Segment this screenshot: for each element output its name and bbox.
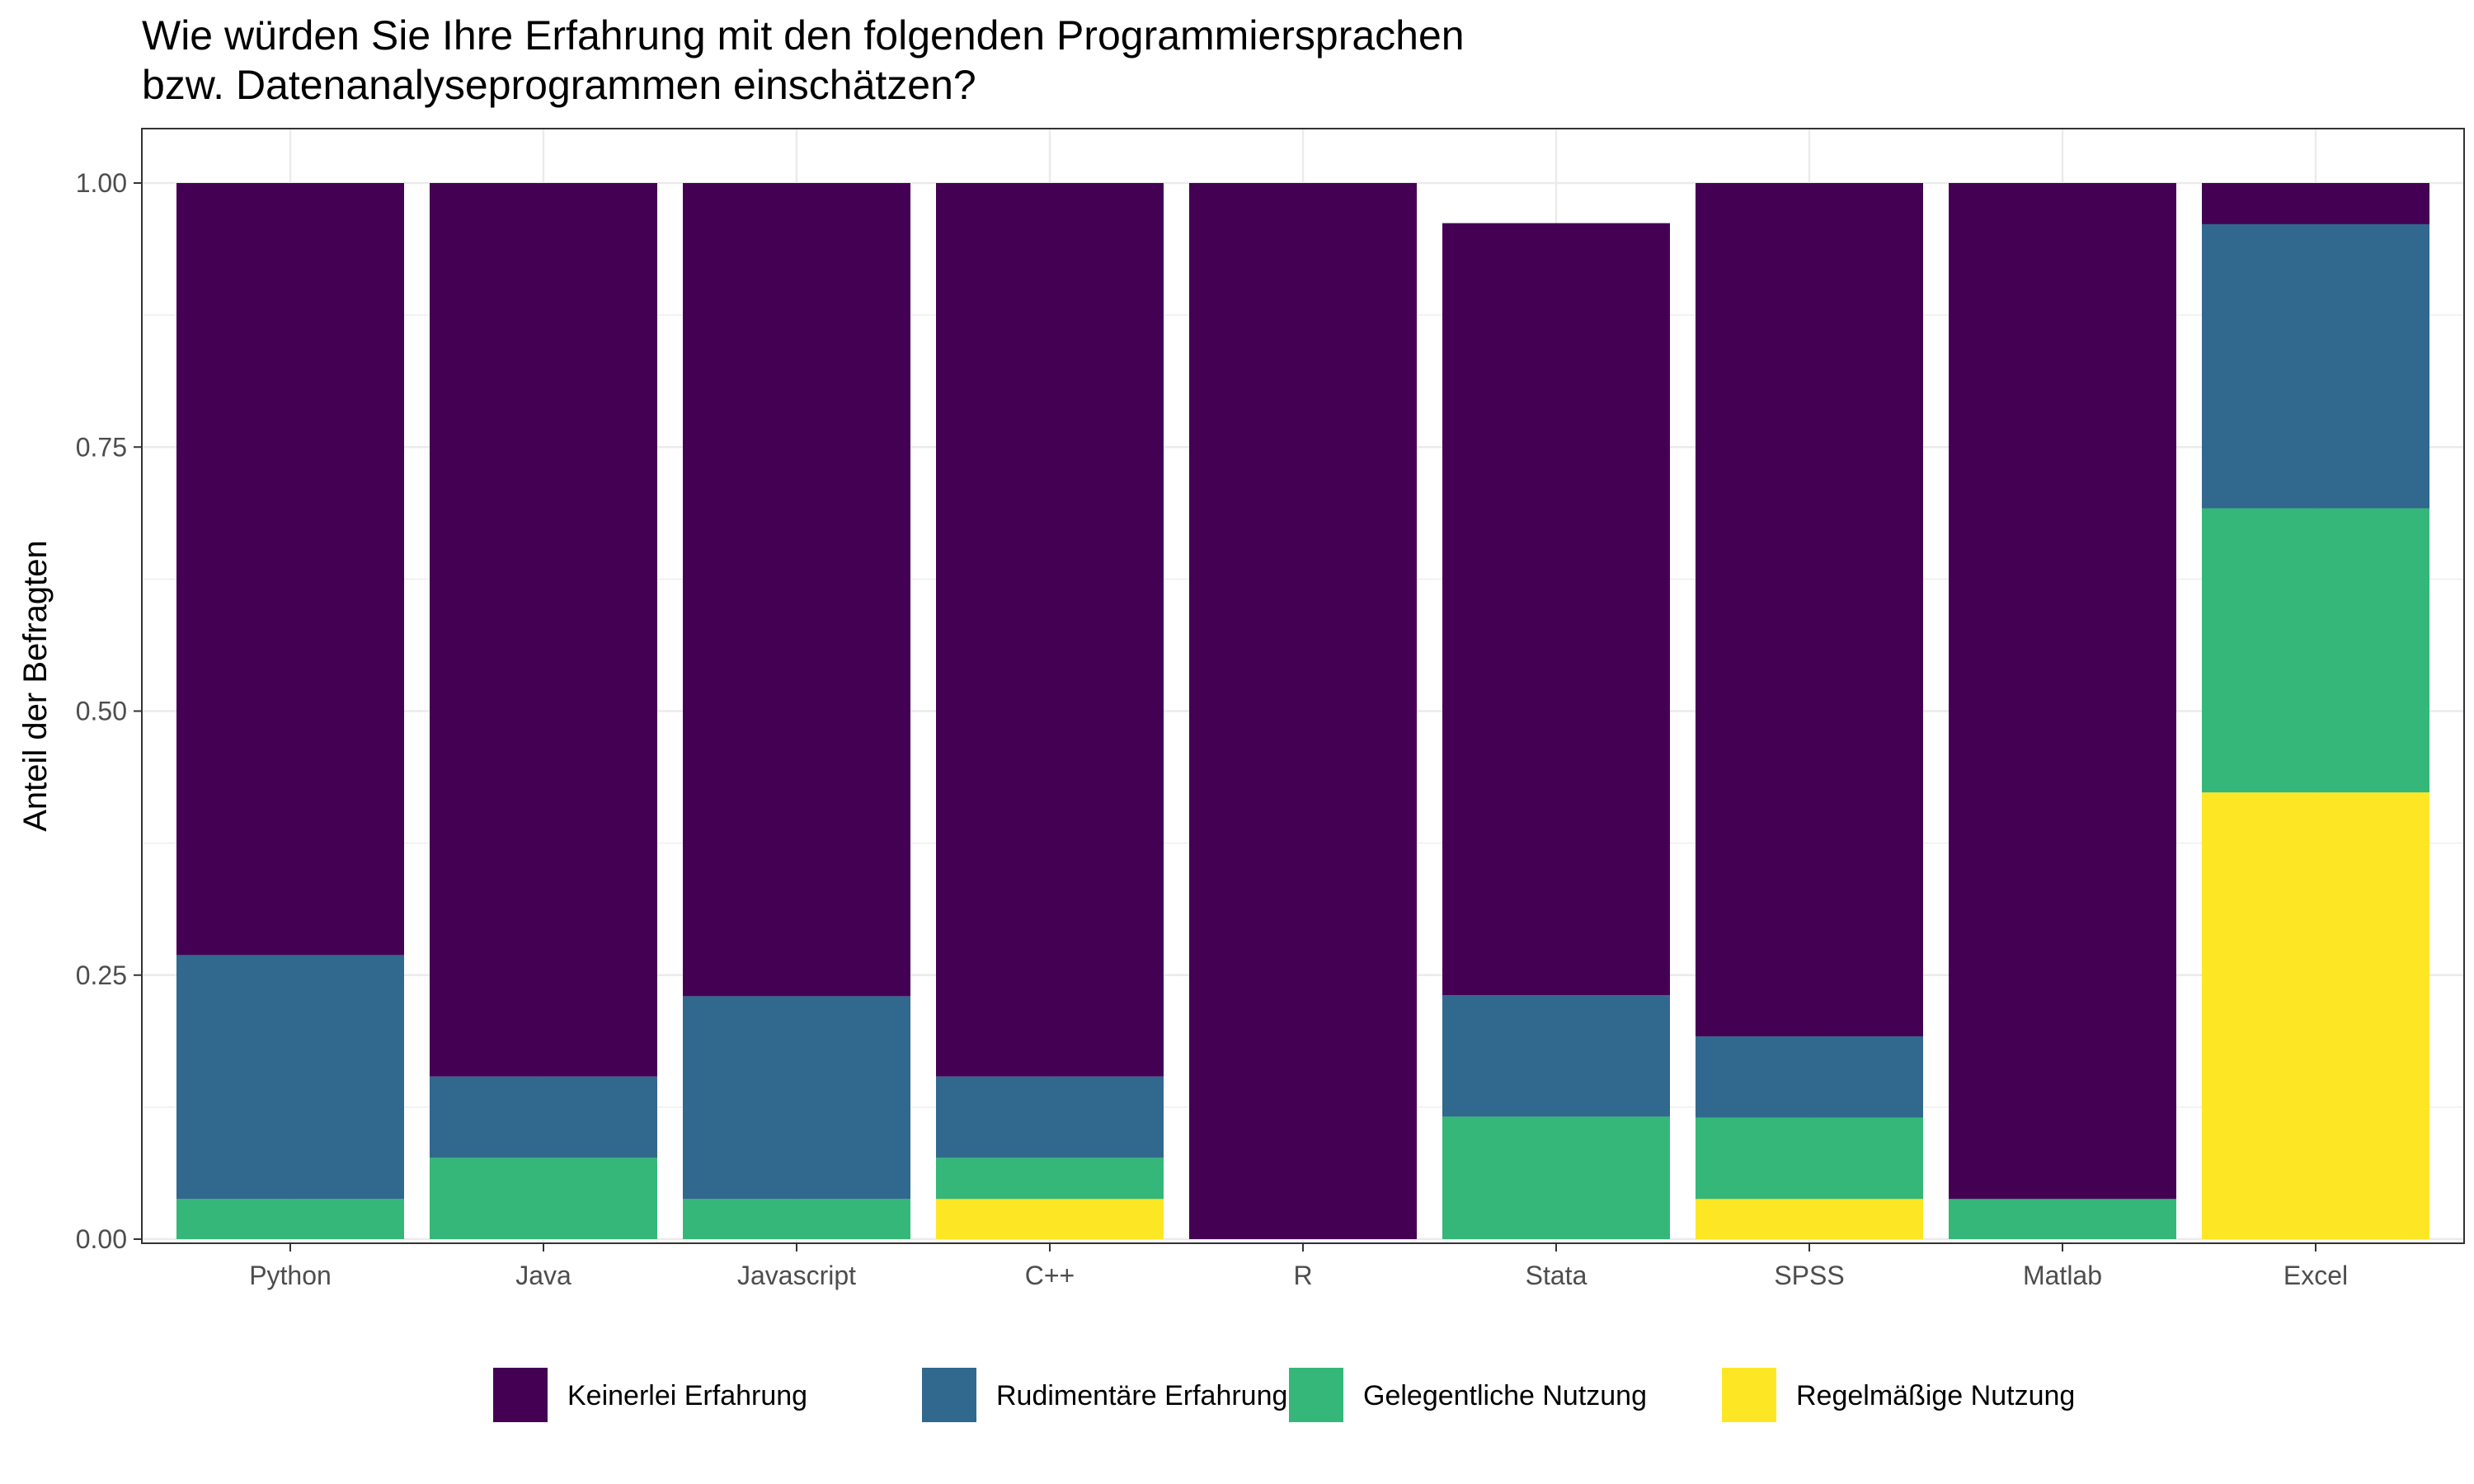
bar-spss-rudimentare-erfahrung bbox=[1696, 1036, 1923, 1118]
bar-cpp-regelmassige-nutzung bbox=[936, 1199, 1164, 1239]
x-tick-label-r: R bbox=[1293, 1261, 1312, 1290]
bar-cpp-keinerlei-erfahrung bbox=[936, 183, 1164, 1077]
bar-excel-rudimentare-erfahrung bbox=[2202, 223, 2429, 509]
chart-title-line-2: bzw. Datenanalyseprogrammen einschätzen? bbox=[142, 62, 976, 108]
legend-swatch bbox=[1722, 1368, 1776, 1422]
bar-java-rudimentare-erfahrung bbox=[430, 1076, 657, 1158]
bar-python-gelegentliche-nutzung bbox=[176, 1199, 404, 1239]
bar-cpp-rudimentare-erfahrung bbox=[936, 1076, 1164, 1158]
x-tick-label-matlab: Matlab bbox=[2023, 1261, 2102, 1290]
bar-java-keinerlei-erfahrung bbox=[430, 183, 657, 1077]
bar-spss-regelmassige-nutzung bbox=[1696, 1199, 1923, 1239]
bar-javascript-rudimentare-erfahrung bbox=[683, 996, 910, 1200]
bar-python-rudimentare-erfahrung bbox=[176, 955, 404, 1200]
legend-swatch bbox=[1289, 1368, 1343, 1422]
bar-excel-keinerlei-erfahrung bbox=[2202, 183, 2429, 224]
bar-javascript-gelegentliche-nutzung bbox=[683, 1199, 910, 1239]
x-tick-label-java: Java bbox=[515, 1261, 571, 1290]
y-axis: 0.00 0.25 0.50 0.75 1.00 bbox=[76, 168, 142, 1254]
x-axis: Python Java Javascript C++ R Stata SPSS Matlab E… bbox=[249, 1243, 2348, 1290]
x-tick-label-javascript: Javascript bbox=[737, 1261, 856, 1290]
x-tick-label-stata: Stata bbox=[1526, 1261, 1587, 1290]
legend-label: Gelegentliche Nutzung bbox=[1363, 1380, 1647, 1411]
legend-swatch bbox=[922, 1368, 976, 1422]
bar-javascript-keinerlei-erfahrung bbox=[683, 183, 910, 997]
bar-stata-gelegentliche-nutzung bbox=[1442, 1116, 1670, 1239]
bar-java-gelegentliche-nutzung bbox=[430, 1158, 657, 1239]
legend-label: Keinerlei Erfahrung bbox=[567, 1380, 807, 1411]
bar-excel-regelmassige-nutzung bbox=[2202, 792, 2429, 1239]
y-tick-label: 0.75 bbox=[76, 432, 127, 462]
chart-title-line-1: Wie würden Sie Ihre Erfahrung mit den fo… bbox=[142, 12, 1465, 59]
bar-excel-gelegentliche-nutzung bbox=[2202, 508, 2429, 793]
legend-item-rudimentare-erfahrung: Rudimentäre Erfahrung bbox=[922, 1368, 1287, 1422]
x-tick-label-spss: SPSS bbox=[1774, 1261, 1844, 1290]
bar-cpp-gelegentliche-nutzung bbox=[936, 1158, 1164, 1200]
y-tick-label: 0.25 bbox=[76, 960, 127, 990]
bar-r-keinerlei-erfahrung bbox=[1189, 183, 1417, 1239]
y-tick-label: 1.00 bbox=[76, 168, 127, 198]
bar-stata-rudimentare-erfahrung bbox=[1442, 995, 1670, 1117]
chart-title: Wie würden Sie Ihre Erfahrung mit den fo… bbox=[142, 12, 1465, 108]
legend-item-gelegentliche-nutzung: Gelegentliche Nutzung bbox=[1289, 1368, 1647, 1422]
bar-matlab-gelegentliche-nutzung bbox=[1949, 1199, 2176, 1239]
legend-swatch bbox=[493, 1368, 548, 1422]
x-tick-label-excel: Excel bbox=[2284, 1261, 2348, 1290]
bar-python-keinerlei-erfahrung bbox=[176, 183, 404, 956]
bar-stata-keinerlei-erfahrung bbox=[1442, 223, 1670, 996]
y-tick-label: 0.00 bbox=[76, 1224, 127, 1254]
bar-matlab-keinerlei-erfahrung bbox=[1949, 183, 2176, 1200]
bar-spss-gelegentliche-nutzung bbox=[1696, 1117, 1923, 1200]
legend-label: Regelmäßige Nutzung bbox=[1796, 1380, 2075, 1411]
x-tick-label-python: Python bbox=[249, 1261, 332, 1290]
legend-item-regelmassige-nutzung: Regelmäßige Nutzung bbox=[1722, 1368, 2075, 1422]
legend-item-keinerlei-erfahrung: Keinerlei Erfahrung bbox=[493, 1368, 807, 1422]
legend: Keinerlei Erfahrung Rudimentäre Erfahrung… bbox=[493, 1368, 2075, 1422]
y-axis-title: Anteil der Befragten bbox=[17, 540, 54, 832]
bars bbox=[176, 183, 2429, 1239]
x-tick-label-cpp: C++ bbox=[1025, 1261, 1075, 1290]
legend-label: Rudimentäre Erfahrung bbox=[996, 1380, 1287, 1411]
y-tick-label: 0.50 bbox=[76, 697, 127, 726]
bar-spss-keinerlei-erfahrung bbox=[1696, 183, 1923, 1037]
